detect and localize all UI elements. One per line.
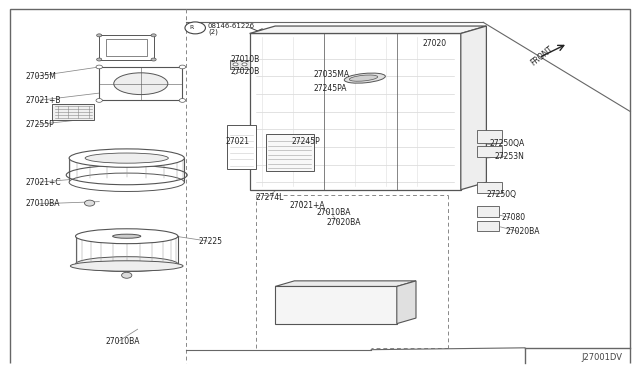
Ellipse shape [344,73,385,83]
Text: 27010BA: 27010BA [106,337,140,346]
Text: R: R [190,25,194,31]
Polygon shape [477,182,502,193]
Text: 08146-61226: 08146-61226 [208,23,255,29]
Polygon shape [106,39,147,56]
Text: 27253N: 27253N [495,152,525,161]
Ellipse shape [76,229,178,244]
Text: 27245PA: 27245PA [314,84,347,93]
Text: (2): (2) [208,29,218,35]
Circle shape [185,22,205,34]
Polygon shape [477,206,499,217]
Ellipse shape [69,173,184,192]
Polygon shape [52,104,94,120]
Text: 27250QA: 27250QA [490,139,525,148]
Text: 27225: 27225 [198,237,223,246]
Polygon shape [69,158,184,182]
Polygon shape [477,146,502,157]
Text: 27250Q: 27250Q [486,190,516,199]
Polygon shape [397,281,416,324]
Text: 27035MA: 27035MA [314,70,349,79]
Polygon shape [257,29,262,33]
Text: 27021+A: 27021+A [290,201,326,210]
Polygon shape [250,33,461,190]
Circle shape [96,99,102,102]
Circle shape [84,200,95,206]
Ellipse shape [69,149,184,167]
Text: 27020: 27020 [422,39,447,48]
Polygon shape [461,26,486,190]
Polygon shape [99,67,182,100]
Text: 27010B: 27010B [230,55,260,64]
Polygon shape [477,130,502,143]
Ellipse shape [85,153,168,163]
Circle shape [122,272,132,278]
Circle shape [97,58,102,61]
Text: 27021: 27021 [226,137,250,146]
Ellipse shape [70,261,183,271]
Text: 27035M: 27035M [26,72,56,81]
Text: 27080: 27080 [501,213,525,222]
Text: 27010BA: 27010BA [26,199,60,208]
Polygon shape [230,60,250,69]
Text: 27021+C: 27021+C [26,178,61,187]
Text: 27020B: 27020B [230,67,260,76]
Circle shape [242,63,247,66]
Circle shape [151,34,156,37]
Polygon shape [99,35,154,60]
Circle shape [233,63,238,66]
Circle shape [179,99,186,102]
Ellipse shape [76,257,178,272]
Polygon shape [275,286,397,324]
Text: 27255P: 27255P [26,120,54,129]
Polygon shape [477,221,499,231]
Text: 27020BA: 27020BA [506,227,540,236]
Text: 27245P: 27245P [291,137,320,146]
Ellipse shape [113,234,141,238]
Text: 27021+B: 27021+B [26,96,61,105]
Text: J27001DV: J27001DV [581,353,622,362]
Ellipse shape [114,73,168,94]
Polygon shape [275,281,416,286]
Polygon shape [250,26,486,33]
Polygon shape [266,134,314,171]
Circle shape [151,58,156,61]
Circle shape [179,65,186,69]
Circle shape [96,65,102,69]
Circle shape [97,34,102,37]
Ellipse shape [349,75,378,81]
Text: 27274L: 27274L [256,193,284,202]
Text: 27020BA: 27020BA [326,218,361,227]
Text: FRONT: FRONT [529,44,556,67]
Polygon shape [227,125,256,169]
Text: 27010BA: 27010BA [317,208,351,217]
